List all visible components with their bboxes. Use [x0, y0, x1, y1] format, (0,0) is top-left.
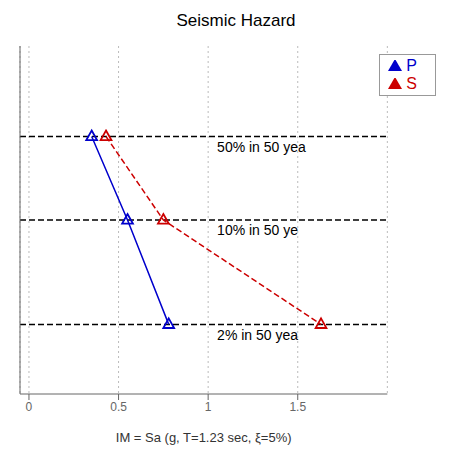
svg-text:1: 1 — [205, 400, 212, 414]
svg-text:1.5: 1.5 — [289, 400, 306, 414]
html-text:P: P — [406, 57, 417, 74]
svg-text:IM = Sa (g, T=1.23 sec, ξ=5%): IM = Sa (g, T=1.23 sec, ξ=5%) — [116, 430, 292, 445]
svg-text:2% in 50 yea: 2% in 50 yea — [217, 327, 298, 343]
html-text:Seismic Hazard: Seismic Hazard — [176, 11, 296, 30]
svg-text:50% in 50 yea: 50% in 50 yea — [217, 139, 306, 155]
html-text:S: S — [406, 75, 417, 92]
svg-text:0.5: 0.5 — [110, 400, 127, 414]
svg-text:10% in 50 ye: 10% in 50 ye — [217, 222, 298, 238]
svg-text:0: 0 — [26, 400, 33, 414]
